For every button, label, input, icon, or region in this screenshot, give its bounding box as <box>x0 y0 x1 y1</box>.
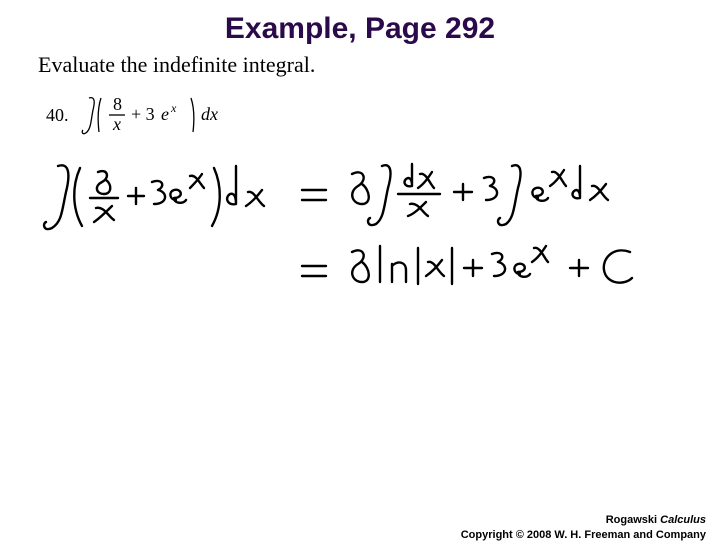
page-title: Example, Page 292 <box>0 12 720 46</box>
handwritten-work <box>40 158 720 333</box>
svg-text:dx: dx <box>201 104 218 124</box>
footer-author: Rogawski <box>606 514 660 526</box>
problem-number: 40. <box>46 105 69 126</box>
svg-text:x: x <box>112 114 121 134</box>
svg-text:e: e <box>161 104 169 124</box>
svg-text:8: 8 <box>113 94 122 114</box>
footer-line1: Rogawski Calculus <box>461 513 706 527</box>
footer-book-title: Calculus <box>660 514 706 526</box>
handwriting-svg <box>40 158 680 328</box>
instruction-text: Evaluate the indefinite integral. <box>38 52 720 78</box>
svg-text:+ 3: + 3 <box>131 104 155 124</box>
footer: Rogawski Calculus Copyright © 2008 W. H.… <box>461 513 706 542</box>
problem-statement: 40. 8 x + 3 e x dx <box>46 92 720 138</box>
problem-integral: 8 x + 3 e x dx <box>79 92 229 138</box>
svg-text:x: x <box>170 101 177 115</box>
